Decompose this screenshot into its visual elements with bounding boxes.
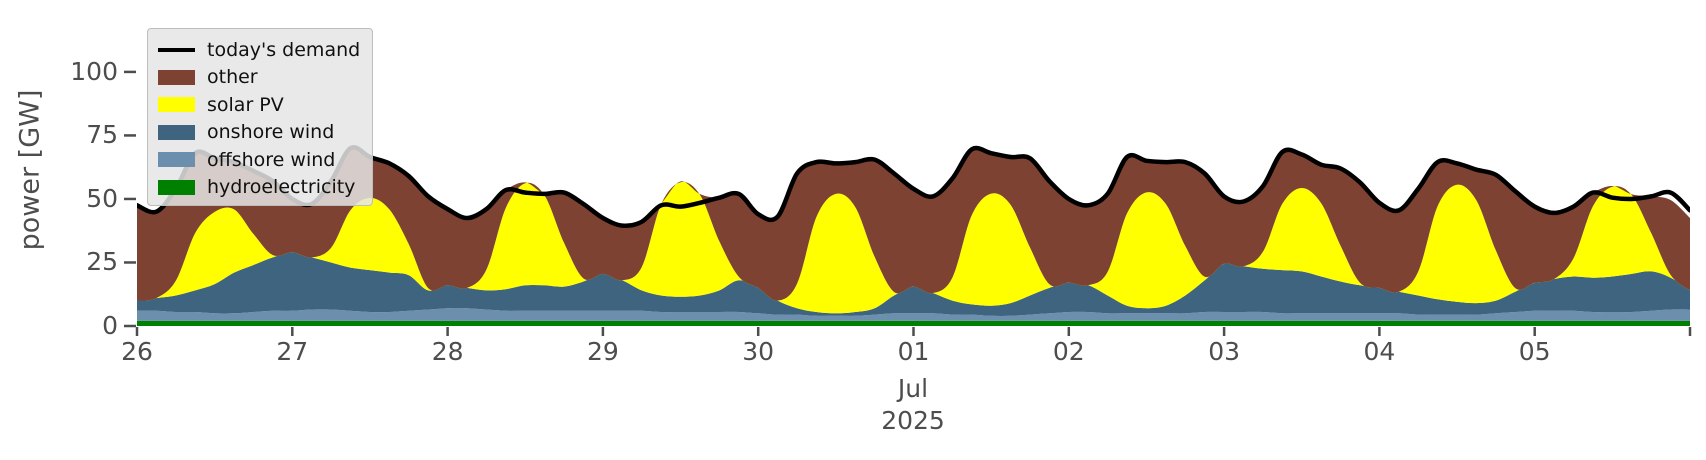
legend-label: hydroelectricity <box>207 176 356 199</box>
legend-item-hydroelectricity: hydroelectricity <box>158 174 372 202</box>
legend-swatch-onshore-wind <box>158 124 195 140</box>
legend-item-solar-pv: solar PV <box>158 91 372 119</box>
legend-swatch-other <box>158 69 195 85</box>
legend-label: today's demand <box>207 38 361 61</box>
legend-swatch-offshore-wind <box>158 152 195 168</box>
x-tick-label: 29 <box>586 337 619 366</box>
plot-area <box>137 144 1690 326</box>
x-tick-label: 04 <box>1363 337 1396 366</box>
legend: today's demand other solar PV onshore wind o… <box>147 28 373 206</box>
area-onshore-wind <box>137 252 1690 316</box>
x-tick-label: 26 <box>121 337 153 366</box>
legend-item-offshore-wind: offshore wind <box>158 146 372 174</box>
x-tick-label: 27 <box>276 337 309 366</box>
x-tick-label: 01 <box>897 337 930 366</box>
legend-item-other: other <box>158 64 372 92</box>
x-tick-label: 03 <box>1208 337 1240 366</box>
area-hydroelectricity <box>137 320 1690 326</box>
demand-line <box>137 144 1690 229</box>
x-tick-label: 30 <box>742 337 775 366</box>
x-tick-label: 28 <box>431 337 464 366</box>
y-tick-label: 0 <box>102 311 118 340</box>
legend-item-today-s-demand: today's demand <box>158 36 372 64</box>
x-tick-label: 02 <box>1052 337 1085 366</box>
legend-label: other <box>207 66 258 89</box>
y-tick-label: 100 <box>70 56 118 86</box>
legend-label: solar PV <box>207 93 284 116</box>
x-axis-month-label: Jul <box>897 374 929 403</box>
x-axis-year-label: 2025 <box>881 406 945 435</box>
legend-item-onshore-wind: onshore wind <box>158 119 372 147</box>
area-other <box>137 147 1690 301</box>
y-tick-label: 25 <box>86 247 118 277</box>
y-tick-label: 75 <box>86 120 118 150</box>
legend-swatch-solar-pv <box>158 97 195 113</box>
legend-swatch-today-s-demand <box>158 47 195 52</box>
legend-swatch-hydroelectricity <box>158 179 195 195</box>
area-solar-pv <box>137 181 1690 314</box>
y-tick-label: 50 <box>86 183 118 213</box>
legend-label: offshore wind <box>207 148 336 171</box>
x-tick-label: 05 <box>1518 337 1551 366</box>
area-offshore-wind <box>137 308 1690 321</box>
legend-label: onshore wind <box>207 121 335 144</box>
y-axis-label: power [GW] <box>14 89 46 251</box>
